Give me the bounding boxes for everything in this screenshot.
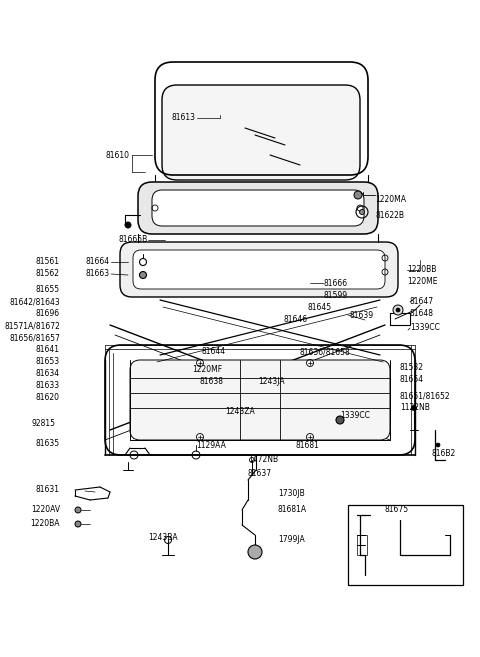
Circle shape <box>125 222 131 228</box>
Text: 1220MF: 1220MF <box>192 365 222 374</box>
Text: 81681A: 81681A <box>278 505 307 514</box>
Text: 81635: 81635 <box>36 440 60 449</box>
Bar <box>348 505 463 585</box>
Text: 1243BA: 1243BA <box>148 533 178 541</box>
Text: 81644: 81644 <box>202 348 226 357</box>
Text: 81634: 81634 <box>36 369 60 378</box>
Text: 81681: 81681 <box>296 440 320 449</box>
Text: 81636/81658: 81636/81658 <box>300 348 351 357</box>
Text: 1122NB: 1122NB <box>400 403 430 413</box>
Circle shape <box>336 416 344 424</box>
Text: 81651/81652: 81651/81652 <box>400 392 451 401</box>
Text: 81664: 81664 <box>86 258 110 267</box>
FancyBboxPatch shape <box>138 182 378 234</box>
FancyBboxPatch shape <box>130 360 390 440</box>
Text: 81647: 81647 <box>410 298 434 307</box>
Text: 81633: 81633 <box>36 382 60 390</box>
Text: 81561: 81561 <box>36 258 60 267</box>
Text: 81532: 81532 <box>400 363 424 373</box>
Text: 81637: 81637 <box>248 470 272 478</box>
FancyBboxPatch shape <box>133 250 385 289</box>
Text: 1220BB: 1220BB <box>407 265 436 275</box>
Circle shape <box>140 271 146 279</box>
Circle shape <box>360 210 364 214</box>
Text: 1220AV: 1220AV <box>31 505 60 514</box>
Text: 81562: 81562 <box>36 269 60 279</box>
Text: 1243JA: 1243JA <box>258 378 285 386</box>
Circle shape <box>248 545 262 559</box>
Text: 81638: 81638 <box>200 378 224 386</box>
FancyBboxPatch shape <box>152 190 364 226</box>
Text: 81646: 81646 <box>284 315 308 323</box>
Circle shape <box>396 308 400 312</box>
Circle shape <box>75 507 81 513</box>
Text: 92815: 92815 <box>31 420 55 428</box>
Text: 81610: 81610 <box>106 150 130 160</box>
Text: 81641: 81641 <box>36 346 60 355</box>
Text: 1243ZA: 1243ZA <box>225 407 255 417</box>
Text: 1730JB: 1730JB <box>278 489 305 499</box>
FancyBboxPatch shape <box>162 85 360 180</box>
Text: 1220MA: 1220MA <box>375 196 406 204</box>
Circle shape <box>354 191 362 199</box>
Text: 81666: 81666 <box>323 279 347 288</box>
Text: 81663: 81663 <box>86 269 110 279</box>
Text: 81620: 81620 <box>36 394 60 403</box>
Text: 1339CC: 1339CC <box>340 411 370 420</box>
Circle shape <box>393 305 403 315</box>
Text: 81675: 81675 <box>385 505 409 514</box>
Text: 1339CC: 1339CC <box>410 323 440 332</box>
Text: 81656/81657: 81656/81657 <box>9 334 60 342</box>
FancyBboxPatch shape <box>120 242 398 297</box>
Circle shape <box>411 405 417 411</box>
Text: 81639: 81639 <box>350 311 374 319</box>
Text: 81631: 81631 <box>36 486 60 495</box>
Text: 1220BA: 1220BA <box>31 520 60 528</box>
Text: 81599: 81599 <box>323 290 347 300</box>
Text: 816B2: 816B2 <box>432 449 456 459</box>
Text: 81655: 81655 <box>36 286 60 294</box>
Circle shape <box>436 443 440 447</box>
Circle shape <box>75 521 81 527</box>
Text: 81571A/81672: 81571A/81672 <box>4 321 60 330</box>
Text: 81653: 81653 <box>36 357 60 367</box>
Text: 81665B: 81665B <box>119 235 148 244</box>
Text: 81654: 81654 <box>400 376 424 384</box>
Text: 81696: 81696 <box>36 309 60 319</box>
Text: 1129AA: 1129AA <box>196 440 226 449</box>
Text: 1472NB: 1472NB <box>248 455 278 464</box>
Text: 81648: 81648 <box>410 309 434 319</box>
Text: 81642/81643: 81642/81643 <box>9 298 60 307</box>
Text: 81645: 81645 <box>308 302 332 311</box>
Text: 81613: 81613 <box>171 114 195 122</box>
Text: 1799JA: 1799JA <box>278 535 305 545</box>
Text: 81622B: 81622B <box>375 210 404 219</box>
Bar <box>357 535 367 555</box>
Text: 1220ME: 1220ME <box>407 277 437 286</box>
